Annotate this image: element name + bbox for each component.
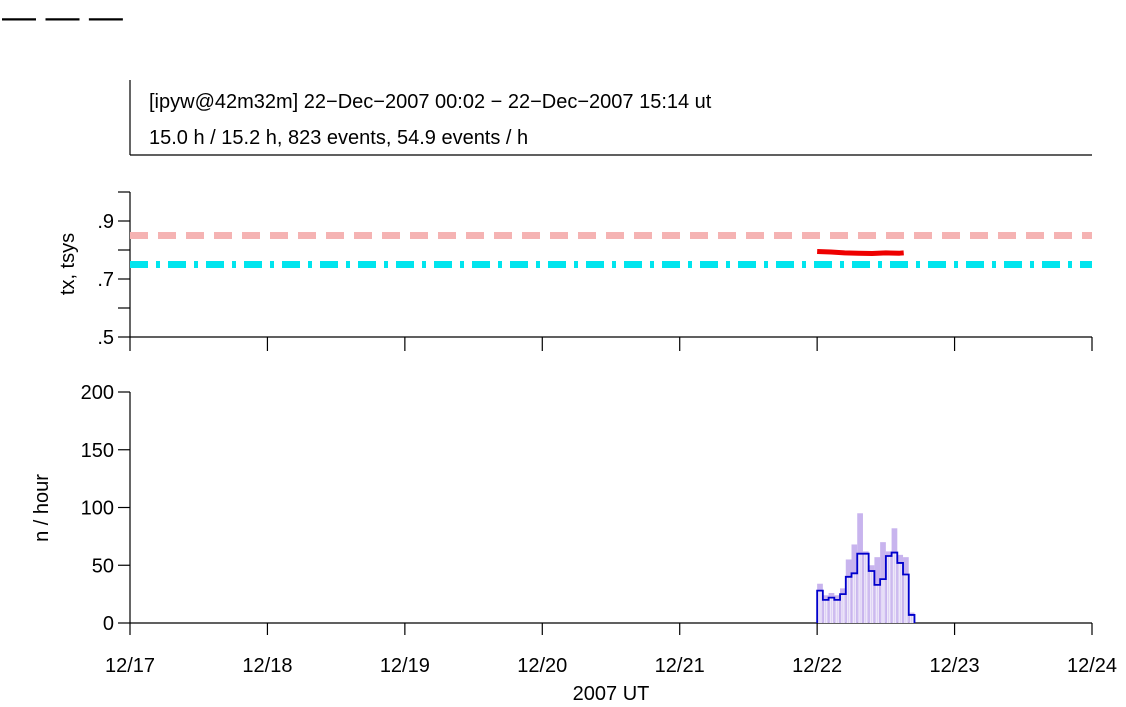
x-tick-label: 12/17 xyxy=(105,655,155,677)
tx-tsys-panel: .5 .7 .9 tx, tsys xyxy=(57,191,1093,351)
x-tick-label: 12/19 xyxy=(380,655,430,677)
tx-series-line xyxy=(817,248,904,256)
histogram-fill-bar xyxy=(862,551,869,623)
histogram-fill-bars xyxy=(817,513,915,623)
histogram-fill-bar xyxy=(897,554,904,623)
histogram-fill-bar xyxy=(885,551,892,623)
bottom-y-tick-label: 200 xyxy=(81,382,114,404)
x-tick-label: 12/18 xyxy=(242,655,292,677)
bottom-y-tick-label: 0 xyxy=(103,613,114,635)
histogram-fill-bar xyxy=(822,595,829,623)
histogram-fill-bar xyxy=(851,544,858,623)
bottom-y-tick-label: 150 xyxy=(81,440,114,462)
x-tick-label: 12/20 xyxy=(517,655,567,677)
top-panel-reference-lines xyxy=(130,232,1092,268)
bottom-y-tick-label: 50 xyxy=(92,555,114,577)
header-box: [ipyw@42m32m] 22−Dec−2007 00:02 − 22−Dec… xyxy=(129,80,1092,156)
bottom-panel-y-ticks: 0 50 100 150 200 xyxy=(81,382,130,635)
bottom-panel-x-ticks: 12/17 12/18 12/19 12/20 12/21 12/22 12/23 12/24 xyxy=(105,623,1117,677)
bottom-y-tick-label: 100 xyxy=(81,498,114,520)
top-panel-x-ticks xyxy=(129,337,1093,351)
histogram-step-line xyxy=(816,551,916,623)
top-panel-y-ticks: .5 .7 .9 xyxy=(97,191,130,349)
histogram-fill-bar xyxy=(817,583,823,623)
histogram-outline xyxy=(816,551,916,623)
top-panel-y-label: tx, tsys xyxy=(57,233,79,295)
histogram-fill-bar xyxy=(880,542,886,623)
top-y-tick-label: .5 xyxy=(97,327,114,349)
top-y-tick-label: .9 xyxy=(97,211,114,233)
histogram-fill-bar xyxy=(908,612,915,623)
x-tick-label: 12/23 xyxy=(930,655,980,677)
header-title: [ipyw@42m32m] 22−Dec−2007 00:02 − 22−Dec… xyxy=(149,91,712,113)
histogram-fill-bar xyxy=(845,559,852,623)
x-tick-label: 12/22 xyxy=(792,655,842,677)
x-axis-label: 2007 UT xyxy=(573,683,650,705)
histogram-fill-bar xyxy=(868,565,875,623)
bottom-panel-y-label: n / hour xyxy=(31,474,53,542)
legend-fragment: — — — xyxy=(2,0,123,36)
top-panel-series xyxy=(817,248,904,256)
histogram-fill-bar xyxy=(857,513,863,623)
histogram-fill-bar xyxy=(903,557,909,623)
histogram-fill-bar xyxy=(828,592,835,623)
x-tick-label: 12/24 xyxy=(1067,655,1117,677)
x-tick-label: 12/21 xyxy=(655,655,705,677)
top-y-tick-label: .7 xyxy=(97,269,114,291)
histogram-fill-bar xyxy=(874,557,881,623)
histogram-fill-bar xyxy=(834,595,841,623)
histogram-fill-bar xyxy=(891,528,898,623)
header-summary: 15.0 h / 15.2 h, 823 events, 54.9 events… xyxy=(149,127,528,149)
histogram-fill-bar xyxy=(840,588,846,623)
